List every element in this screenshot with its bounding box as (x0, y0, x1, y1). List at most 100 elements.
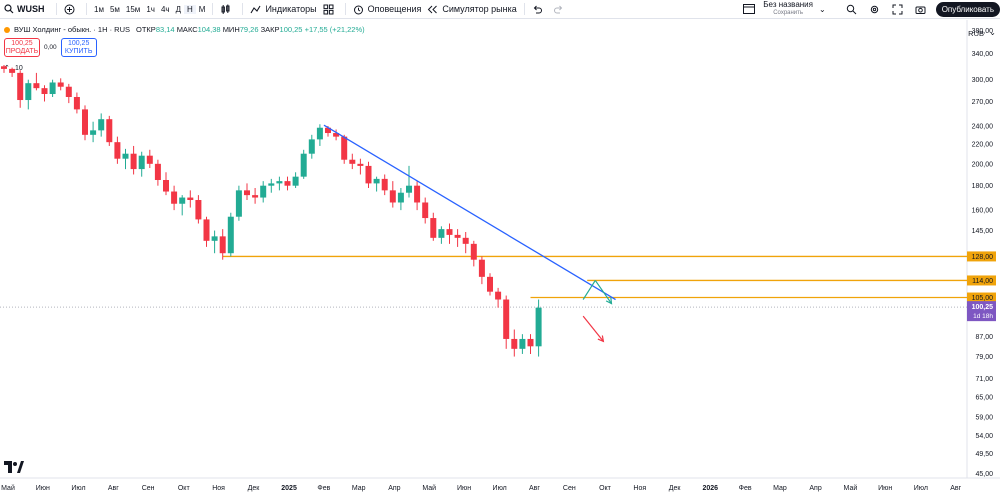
camera-icon[interactable] (915, 4, 926, 15)
x-tick-label: 2026 (702, 485, 718, 492)
x-tick-label: Авг (529, 485, 540, 492)
fullscreen-icon[interactable] (892, 4, 903, 15)
change-value: +17,55 (+21,22%) (304, 25, 365, 34)
quick-search-icon[interactable] (846, 4, 857, 15)
buy-price: 100,25 (67, 39, 90, 47)
indicators-button[interactable]: Индикаторы (247, 4, 319, 15)
candle-body (9, 68, 16, 73)
forecast-arrow[interactable] (582, 280, 596, 300)
currency-label[interactable]: RUB (968, 29, 984, 38)
forecast-arrow[interactable] (582, 315, 604, 342)
forecast-arrow[interactable] (594, 280, 612, 304)
chart-type-button[interactable] (217, 4, 238, 15)
y-tick-label: 220,00 (972, 142, 994, 149)
candle-body (179, 197, 186, 204)
forecast-arrow-head (605, 297, 613, 305)
buy-button[interactable]: 100,25 КУПИТЬ (60, 38, 97, 57)
candle-body (203, 219, 210, 241)
x-tick-label: Июн (36, 485, 50, 492)
candles-icon (221, 4, 230, 14)
level-price-label: 128,00 (972, 254, 994, 261)
candle-body (268, 183, 275, 186)
templates-button[interactable] (320, 4, 341, 15)
alerts-button[interactable]: Оповещения (350, 4, 425, 15)
y-tick-label: 79,00 (975, 354, 993, 361)
symbol-search[interactable]: WUSH (0, 4, 52, 14)
settings-gear-icon[interactable] (869, 4, 880, 15)
compare-button[interactable] (61, 4, 82, 15)
undo-icon (533, 5, 542, 13)
candle-body (535, 307, 542, 347)
replay-button[interactable]: Симулятор рынка (424, 4, 519, 15)
x-tick-label: 2025 (281, 485, 297, 492)
buy-label: КУПИТЬ (64, 47, 93, 55)
candle-body (495, 291, 502, 300)
candle-body (333, 133, 340, 137)
timeframe-2[interactable]: 15м (125, 4, 141, 14)
grid-icon (323, 4, 334, 14)
trendline[interactable] (323, 124, 616, 301)
tradingview-logo-icon (4, 460, 24, 476)
volume-toggle[interactable]: ⌃ 10 (4, 64, 23, 73)
x-tick-label: Окт (599, 485, 612, 492)
sell-button[interactable]: 100,25 ПРОДАТЬ (4, 38, 40, 57)
candle-body (41, 88, 48, 95)
candle-body (17, 72, 24, 101)
timeframe-1[interactable]: 5м (109, 4, 120, 14)
timeframe-4[interactable]: 4ч (160, 4, 170, 14)
candle-body (252, 195, 259, 198)
candle-body (227, 216, 234, 254)
bar-countdown-label: 1d 18h (973, 313, 993, 320)
y-tick-label: 49,50 (975, 451, 993, 458)
publish-button[interactable]: Опубликовать (935, 1, 1000, 17)
timeframe-selector: 1м 5м 15м 1ч 4ч Д Н М (91, 4, 208, 14)
candle-body (25, 83, 32, 101)
y-tick-label: 71,00 (975, 376, 993, 383)
layout-menu[interactable]: Без названия Сохранить ⌄ (743, 1, 826, 17)
alarm-clock-icon (353, 5, 363, 14)
y-tick-label: 45,00 (975, 471, 993, 478)
x-tick-label: Ноя (633, 485, 646, 492)
forecast-arrow-head (597, 335, 605, 343)
x-tick-label: Апр (809, 485, 821, 492)
y-tick-label: 180,00 (972, 183, 994, 190)
candle-body (244, 190, 250, 196)
candle-body (82, 109, 88, 135)
timeframe-7[interactable]: М (198, 4, 206, 14)
symbol-label: WUSH (17, 4, 45, 14)
timeframe-5[interactable]: Д (175, 4, 181, 14)
x-tick-label: Июл (914, 485, 928, 492)
indicators-icon (250, 5, 261, 13)
x-tick-label: Мар (773, 485, 787, 492)
x-tick-label: Май (844, 484, 858, 492)
candle-body (49, 82, 56, 95)
redo-button[interactable] (550, 4, 571, 15)
candle-body (511, 338, 518, 349)
candle-body (73, 96, 80, 110)
x-tick-label: Апр (388, 485, 400, 492)
price-axis[interactable] (967, 20, 1000, 478)
candle-body (146, 155, 153, 164)
x-tick-label: Авг (950, 485, 961, 492)
x-tick-label: Авг (108, 485, 119, 492)
search-icon (4, 4, 14, 14)
timeframe-0[interactable]: 1м (94, 4, 104, 14)
candle-body (462, 237, 469, 244)
add-symbol-icon (64, 4, 75, 14)
candle-body (478, 259, 485, 277)
candle-body (235, 190, 242, 217)
candle-body (276, 181, 283, 184)
chevron-up-icon: ⌃ (4, 65, 10, 72)
candle-body (349, 159, 356, 164)
level-price-label: 114,00 (972, 278, 993, 285)
y-tick-label: 200,00 (972, 161, 994, 168)
timeframe-3[interactable]: 1ч (146, 4, 155, 14)
undo-button[interactable] (529, 4, 550, 15)
timeframe-6[interactable]: Н (183, 4, 196, 14)
indicators-label: Индикаторы (265, 4, 317, 14)
x-tick-label: Июн (878, 485, 892, 492)
open-key: ОТКР (136, 25, 156, 34)
candle-body (381, 178, 388, 191)
candle-body (454, 234, 461, 238)
